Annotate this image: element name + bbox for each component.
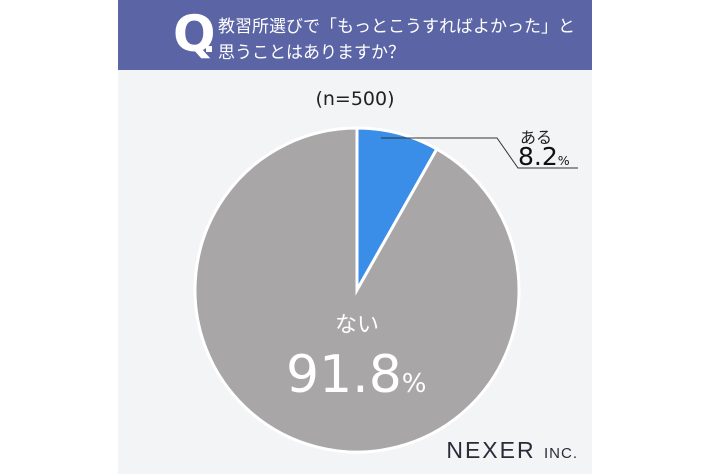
logo-name: NEXER (446, 437, 536, 463)
pie-slice-no (193, 126, 521, 454)
chart-panel: Q 教習所選びで「もっとこうすればよかった」と 思うことはありますか？ (n=5… (118, 0, 592, 474)
question-line-1: 教習所選びで「もっとこうすればよかった」と (218, 17, 575, 37)
leader-line (381, 137, 578, 169)
value-yes: 8.2% (518, 142, 570, 171)
q-dot (206, 46, 212, 52)
nexer-logo: NEXER INC. (446, 437, 578, 464)
question-line-2: 思うことはありますか？ (218, 43, 405, 63)
pie-chart: ある8.2% ない 91.8% (193, 126, 578, 454)
question-header: Q 教習所選びで「もっとこうすればよかった」と 思うことはありますか？ (118, 0, 592, 70)
q-mark: Q (173, 5, 216, 63)
label-no: ない (335, 313, 379, 338)
logo-suffix: INC. (544, 445, 578, 462)
value-no: 91.8% (286, 345, 427, 405)
sample-size: (n=500) (315, 88, 395, 110)
label-yes: ある (520, 128, 552, 147)
